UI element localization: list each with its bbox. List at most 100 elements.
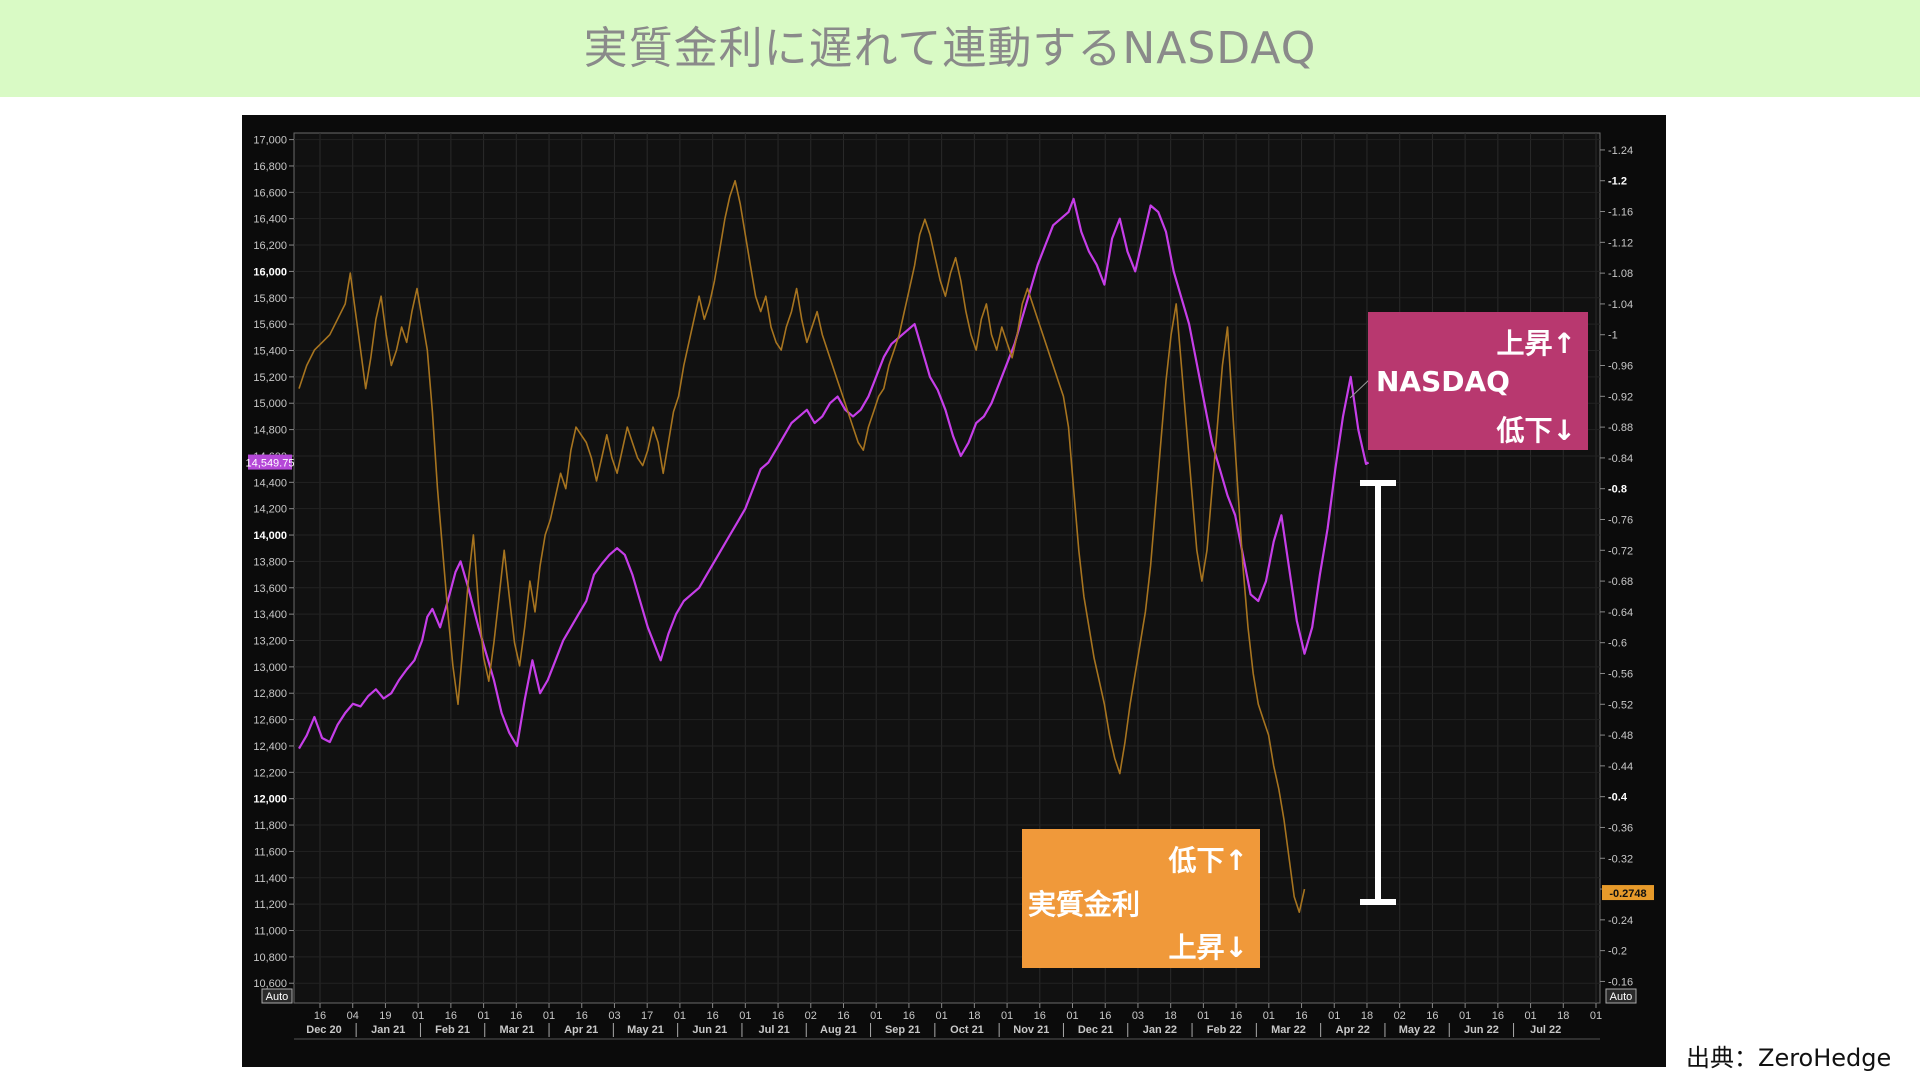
x-axis-month-label: Jul 21	[759, 1024, 790, 1036]
right-axis-tick-label: -1.04	[1608, 299, 1633, 311]
x-axis-month-label: Mar 22	[1271, 1024, 1306, 1036]
right-axis-tick-label: -0.4	[1608, 792, 1628, 804]
left-axis-tick-label: 15,600	[253, 319, 287, 331]
x-axis-day-label: 01	[1197, 1010, 1209, 1022]
x-axis-month-label: Sep 21	[885, 1024, 920, 1036]
x-axis-day-label: 02	[805, 1010, 817, 1022]
nasdaq-annotation-box: 上昇↑ NASDAQ 低下↓	[1368, 312, 1588, 450]
x-axis-day-label: 16	[1492, 1010, 1504, 1022]
right-axis-tick-label: -1.24	[1608, 145, 1633, 157]
left-auto-label: Auto	[266, 991, 289, 1003]
left-axis-tick-label: 16,400	[253, 214, 287, 226]
left-axis-tick-label: 13,600	[253, 583, 287, 595]
left-axis-tick-label: 12,200	[253, 767, 287, 779]
real_rate-series-line	[298, 179, 1306, 914]
right-axis-tick-label: -0.8	[1608, 484, 1627, 496]
right-axis-tick-label: -0.72	[1608, 545, 1633, 557]
right-axis-tick-label: -0.48	[1608, 730, 1633, 742]
x-axis-day-label: 19	[379, 1010, 391, 1022]
x-axis-day-label: 01	[477, 1010, 489, 1022]
x-axis-month-label: Apr 22	[1336, 1024, 1370, 1036]
left-auto-button[interactable]	[261, 988, 293, 1004]
rates-label: 実質金利	[1028, 888, 1141, 921]
x-axis-day-label: 01	[543, 1010, 555, 1022]
right-axis-tick-label: -0.84	[1608, 453, 1633, 465]
left-axis-tick-label: 15,200	[253, 372, 287, 384]
x-axis-day-label: 16	[1099, 1010, 1111, 1022]
x-axis-month-label: Feb 21	[435, 1024, 470, 1036]
nasdaq-series-line	[298, 197, 1370, 750]
right-auto-button[interactable]	[1605, 988, 1637, 1004]
x-axis-day-label: 01	[674, 1010, 686, 1022]
right-axis-tick-label: -0.92	[1608, 391, 1633, 403]
left-axis-tick-label: 12,400	[253, 741, 287, 753]
right-axis-tick-label: -1.08	[1608, 268, 1633, 280]
x-axis-month-label: May 22	[1399, 1024, 1436, 1036]
x-axis-day-label: 01	[739, 1010, 751, 1022]
x-axis-month-label: Aug 21	[820, 1024, 857, 1036]
x-axis-day-label: 03	[608, 1010, 620, 1022]
left-axis-tick-label: 15,000	[253, 398, 287, 410]
x-axis-month-label: Apr 21	[564, 1024, 598, 1036]
left-axis-tick-label: 15,400	[253, 346, 287, 358]
x-axis-month-label: Dec 21	[1078, 1024, 1113, 1036]
left-axis-tick-label: 12,000	[253, 794, 287, 806]
right-axis-tick-label: -0.52	[1608, 699, 1633, 711]
right-axis-tick-label: -0.36	[1608, 822, 1633, 834]
left-axis-tick-label: 16,800	[253, 161, 287, 173]
left-axis-tick-label: 14,800	[253, 425, 287, 437]
left-axis-tick-label: 13,800	[253, 556, 287, 568]
left-axis-tick-label: 16,600	[253, 187, 287, 199]
right-axis-tick-label: -1.12	[1608, 237, 1633, 249]
left-axis-tick-label: 14,200	[253, 504, 287, 516]
x-axis-month-label: May 21	[627, 1024, 664, 1036]
rates-down-label: 低下↑	[1168, 844, 1248, 877]
x-axis-day-label: 16	[772, 1010, 784, 1022]
left-axis-tick-label: 16,000	[253, 266, 287, 278]
x-axis-month-label: Jul 22	[1530, 1024, 1561, 1036]
x-axis-day-label: 16	[576, 1010, 588, 1022]
x-axis-month-label: Dec 20	[306, 1024, 341, 1036]
x-axis-month-label: Jun 22	[1464, 1024, 1499, 1036]
chart-frame: 10,600 10,800 11,000 11,200 11,400 11,600 11,8…	[242, 115, 1666, 1067]
x-axis-day-label: 03	[1132, 1010, 1144, 1022]
x-axis-day-label: 16	[1295, 1010, 1307, 1022]
real-rate-annotation-box: 低下↑ 実質金利 上昇↓	[1022, 829, 1260, 968]
left-axis-tick-label: 13,400	[253, 609, 287, 621]
right-axis-tick-label: -1.2	[1608, 176, 1627, 188]
left-axis-tick-label: 11,600	[254, 846, 287, 858]
right-axis-tick-label: -0.16	[1608, 976, 1633, 988]
left-axis-tick-label: 13,000	[253, 662, 287, 674]
left-axis-tick-label: 16,200	[253, 240, 287, 252]
right-axis-tick-label: -1.16	[1608, 207, 1633, 219]
nasdaq-last-value-tag	[248, 454, 292, 470]
right-axis-tick-label: -0.64	[1608, 607, 1633, 619]
left-axis-tick-label: 11,800	[254, 820, 287, 832]
x-axis-month-label: Jun 21	[692, 1024, 727, 1036]
x-axis-day-label: 18	[1165, 1010, 1177, 1022]
x-axis-day-label: 16	[1034, 1010, 1046, 1022]
chart-svg: 10,600 10,800 11,000 11,200 11,400 11,600 11,8…	[246, 132, 1654, 1040]
x-axis-day-label: 18	[1557, 1010, 1569, 1022]
nasdaq-down-label: 低下↓	[1496, 414, 1576, 447]
x-axis-day-label: 18	[968, 1010, 980, 1022]
x-axis-day-label: 16	[903, 1010, 915, 1022]
right-axis-tick-label: -0.6	[1608, 638, 1627, 650]
nasdaq-up-label: 上昇↑	[1496, 327, 1576, 360]
x-axis-day-label: 01	[870, 1010, 882, 1022]
x-axis-day-label: 16	[706, 1010, 718, 1022]
right-axis-tick-label: -1	[1608, 330, 1618, 342]
title-bar	[0, 0, 1920, 97]
left-axis-tick-label: 10,800	[253, 952, 287, 964]
x-axis-day-label: 01	[1328, 1010, 1340, 1022]
x-axis-day-label: 17	[641, 1010, 653, 1022]
x-axis-day-label: 01	[1001, 1010, 1013, 1022]
left-axis-tick-label: 11,400	[254, 873, 287, 885]
x-axis-day-label: 01	[1066, 1010, 1078, 1022]
x-axis-day-label: 04	[347, 1010, 359, 1022]
x-axis-month-label: Feb 22	[1207, 1024, 1242, 1036]
nasdaq-label: NASDAQ	[1376, 365, 1510, 398]
x-axis-day-label: 18	[1361, 1010, 1373, 1022]
plot-area	[293, 132, 1601, 1004]
x-axis-day-label: 16	[510, 1010, 522, 1022]
